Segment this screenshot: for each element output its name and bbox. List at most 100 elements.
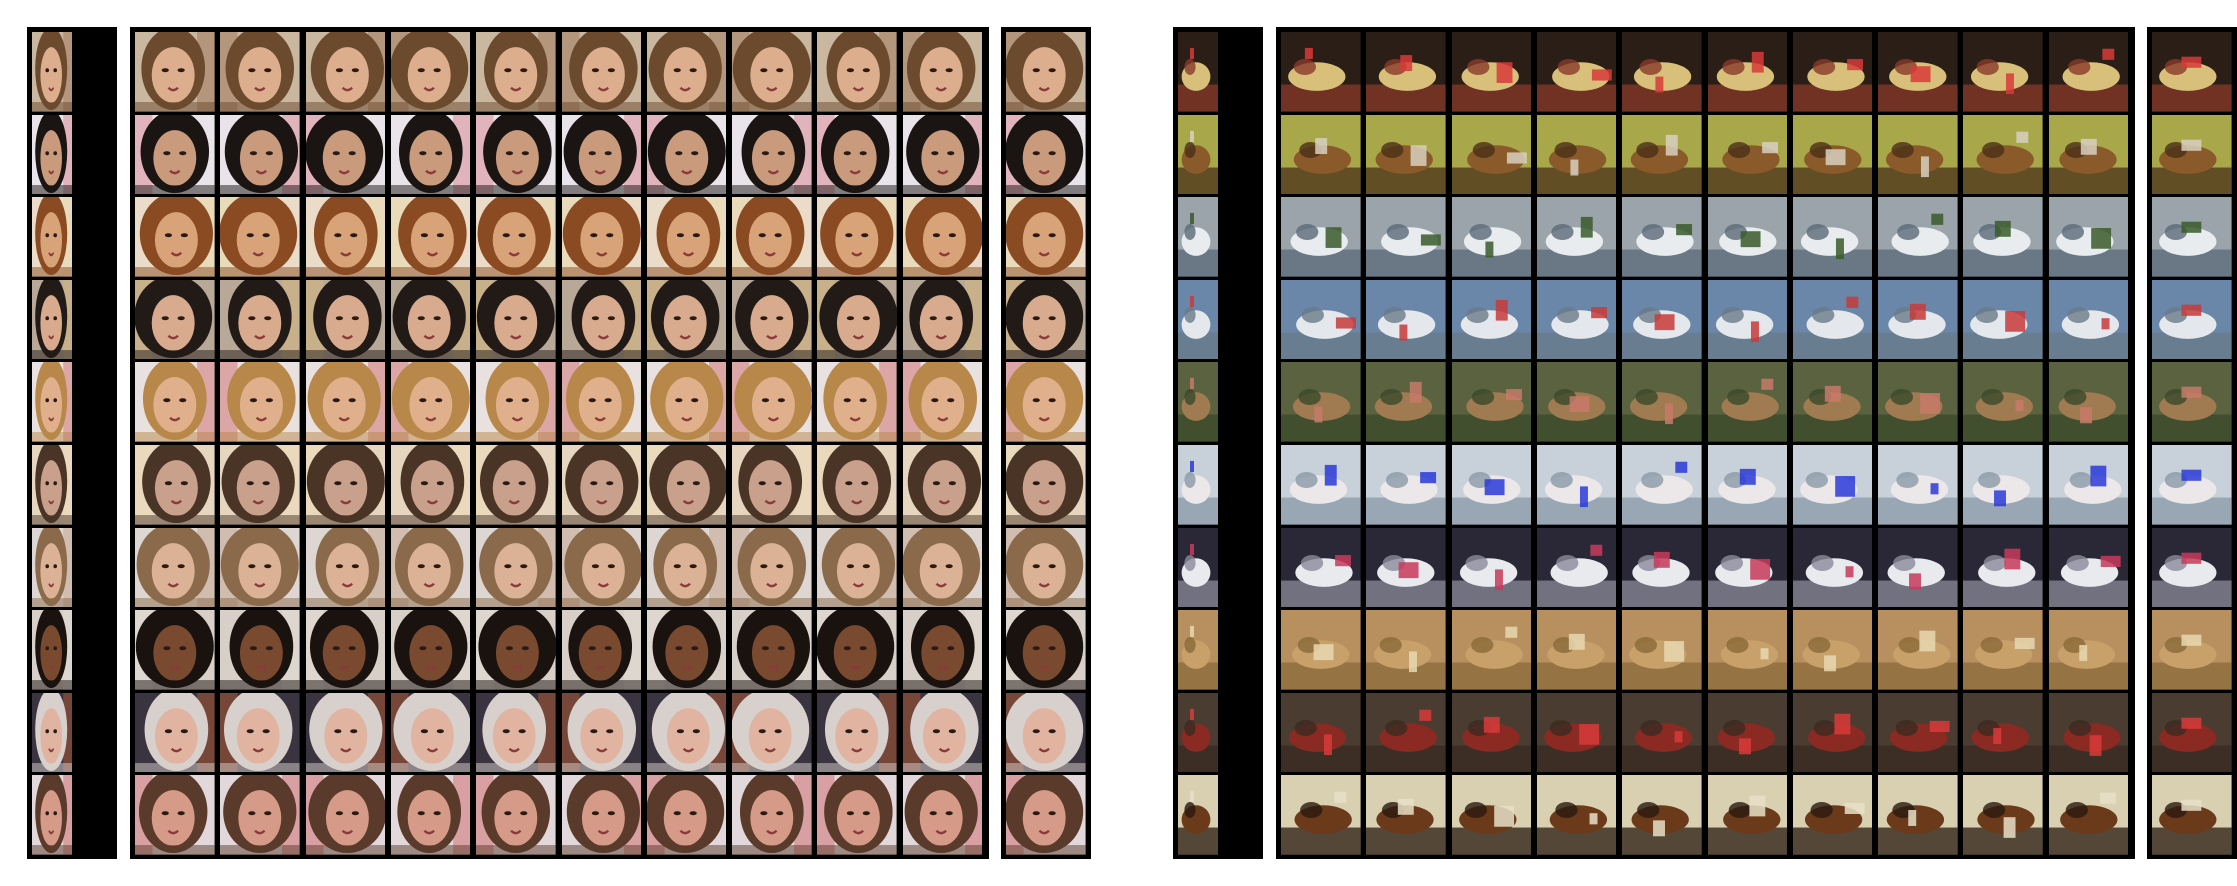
sample-image bbox=[2046, 360, 2131, 444]
sample-image bbox=[1364, 443, 1448, 527]
sample-image bbox=[900, 443, 985, 527]
sample-image bbox=[2046, 773, 2131, 857]
sample-image bbox=[559, 195, 644, 279]
sample-image bbox=[730, 195, 814, 279]
sample-image bbox=[1705, 773, 1790, 857]
input-image bbox=[1176, 277, 1220, 362]
sample-image bbox=[1620, 443, 1704, 527]
ground-truth-image bbox=[1004, 195, 1088, 279]
ground-truth-image bbox=[2150, 30, 2234, 114]
sample-image bbox=[1705, 443, 1790, 527]
sample-image bbox=[559, 30, 644, 114]
sample-image bbox=[1961, 690, 2045, 775]
sample-image bbox=[1876, 195, 1960, 279]
sample-image bbox=[644, 773, 729, 857]
input-image bbox=[30, 443, 74, 527]
sample-image bbox=[133, 112, 217, 197]
ground-truth-image bbox=[1004, 112, 1088, 197]
sample-image bbox=[218, 525, 302, 610]
sample-image bbox=[1279, 30, 1363, 114]
sample-image bbox=[1364, 277, 1448, 362]
sample-image bbox=[2046, 277, 2131, 362]
sample-image bbox=[1279, 525, 1363, 610]
sample-image bbox=[1961, 360, 2045, 444]
sample-image bbox=[474, 360, 558, 444]
sample-image bbox=[303, 608, 388, 692]
sample-image bbox=[900, 360, 985, 444]
sample-image bbox=[1961, 112, 2045, 197]
sample-image bbox=[133, 608, 217, 692]
sample-image bbox=[388, 608, 473, 692]
sample-image bbox=[900, 112, 985, 197]
sample-image bbox=[218, 773, 302, 857]
sample-image bbox=[133, 195, 217, 279]
sample-image bbox=[644, 608, 729, 692]
sample-image bbox=[1449, 360, 1534, 444]
sample-image bbox=[474, 112, 558, 197]
sample-image bbox=[559, 277, 644, 362]
sample-image bbox=[730, 525, 814, 610]
sample-image bbox=[388, 30, 473, 114]
sample-image bbox=[1364, 773, 1448, 857]
ground-truth-column bbox=[1001, 27, 1091, 859]
sample-image bbox=[1876, 525, 1960, 610]
sample-image bbox=[1620, 277, 1704, 362]
sample-image bbox=[1279, 690, 1363, 775]
objects-panel bbox=[1173, 27, 2237, 859]
ground-truth-image bbox=[2150, 525, 2234, 610]
sample-image bbox=[1449, 277, 1534, 362]
sample-image bbox=[644, 360, 729, 444]
ground-truth-image bbox=[2150, 443, 2234, 527]
sample-image bbox=[1534, 30, 1619, 114]
sample-image bbox=[1876, 443, 1960, 527]
sample-image bbox=[2046, 690, 2131, 775]
ground-truth-column bbox=[2147, 27, 2237, 859]
sample-image bbox=[1620, 195, 1704, 279]
sample-image bbox=[644, 277, 729, 362]
sample-image bbox=[815, 608, 899, 692]
sample-image bbox=[1705, 690, 1790, 775]
sample-image bbox=[133, 690, 217, 775]
sample-image bbox=[1705, 525, 1790, 610]
sample-image bbox=[1620, 690, 1704, 775]
sample-image bbox=[1279, 773, 1363, 857]
sample-image bbox=[1534, 525, 1619, 610]
sample-image bbox=[1279, 195, 1363, 279]
sample-image bbox=[303, 443, 388, 527]
sample-image bbox=[2046, 195, 2131, 279]
sample-image bbox=[900, 608, 985, 692]
sample-image bbox=[1705, 112, 1790, 197]
sample-image bbox=[388, 525, 473, 610]
sample-image bbox=[1876, 608, 1960, 692]
sample-image bbox=[644, 30, 729, 114]
sample-image bbox=[730, 608, 814, 692]
sample-image bbox=[133, 30, 217, 114]
sample-image bbox=[218, 277, 302, 362]
input-image bbox=[1176, 773, 1220, 857]
sample-image bbox=[730, 30, 814, 114]
sample-image bbox=[900, 195, 985, 279]
sample-image bbox=[1364, 525, 1448, 610]
sample-image bbox=[1449, 112, 1534, 197]
sample-image bbox=[730, 443, 814, 527]
input-image bbox=[1176, 112, 1220, 197]
input-image bbox=[1176, 443, 1220, 527]
sample-image bbox=[1534, 195, 1619, 279]
sample-image bbox=[730, 112, 814, 197]
sample-image bbox=[1876, 277, 1960, 362]
sample-image bbox=[388, 690, 473, 775]
sample-image bbox=[1449, 690, 1534, 775]
sample-image bbox=[900, 30, 985, 114]
sample-image bbox=[1279, 112, 1363, 197]
sample-image bbox=[1705, 608, 1790, 692]
sample-image bbox=[133, 773, 217, 857]
input-image bbox=[30, 690, 74, 775]
sample-image bbox=[218, 690, 302, 775]
sample-image bbox=[815, 773, 899, 857]
sample-image bbox=[1620, 608, 1704, 692]
input-image bbox=[30, 277, 74, 362]
ground-truth-image bbox=[2150, 690, 2234, 775]
sample-image bbox=[2046, 525, 2131, 610]
sample-image bbox=[1364, 195, 1448, 279]
input-column bbox=[27, 27, 117, 859]
